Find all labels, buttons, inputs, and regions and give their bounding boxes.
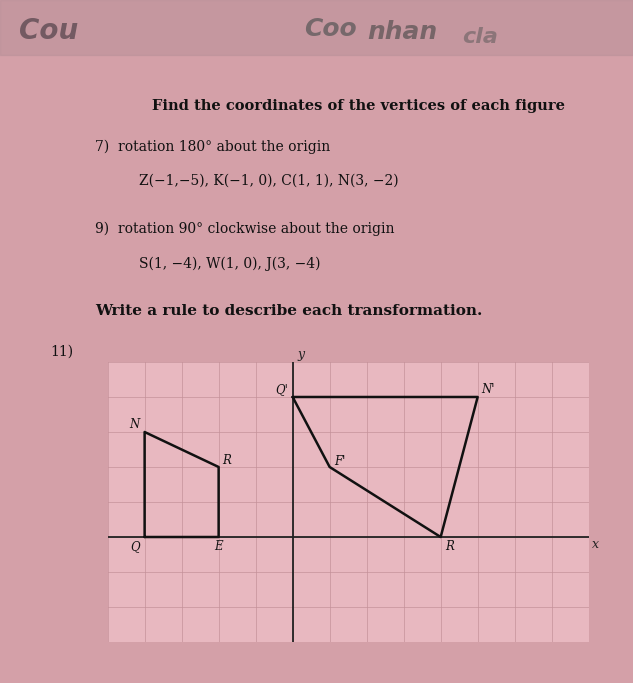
Text: nhan: nhan (367, 20, 437, 44)
Text: Q': Q' (275, 382, 288, 395)
Text: R: R (222, 454, 231, 467)
Text: 7)  rotation 180° about the origin: 7) rotation 180° about the origin (95, 140, 330, 154)
Text: S(1, −4), W(1, 0), J(3, −4): S(1, −4), W(1, 0), J(3, −4) (139, 256, 321, 270)
Text: Find the coordinates of the vertices of each figure: Find the coordinates of the vertices of … (152, 99, 565, 113)
Text: Cou: Cou (19, 17, 78, 45)
Text: E: E (215, 540, 223, 553)
Text: Z(−1,−5), K(−1, 0), C(1, 1), N(3, −2): Z(−1,−5), K(−1, 0), C(1, 1), N(3, −2) (139, 174, 399, 188)
Text: N: N (129, 419, 139, 432)
Text: F': F' (334, 456, 346, 469)
Text: cla: cla (462, 27, 498, 47)
Text: 9)  rotation 90° clockwise about the origin: 9) rotation 90° clockwise about the orig… (95, 222, 394, 236)
Text: Write a rule to describe each transformation.: Write a rule to describe each transforma… (95, 304, 482, 318)
Text: Coo: Coo (304, 17, 356, 41)
Text: x: x (592, 538, 599, 551)
Text: y: y (297, 348, 304, 361)
Text: 11): 11) (51, 345, 74, 359)
Text: Q: Q (130, 540, 140, 553)
Text: R: R (446, 540, 454, 553)
Text: N': N' (481, 382, 495, 395)
